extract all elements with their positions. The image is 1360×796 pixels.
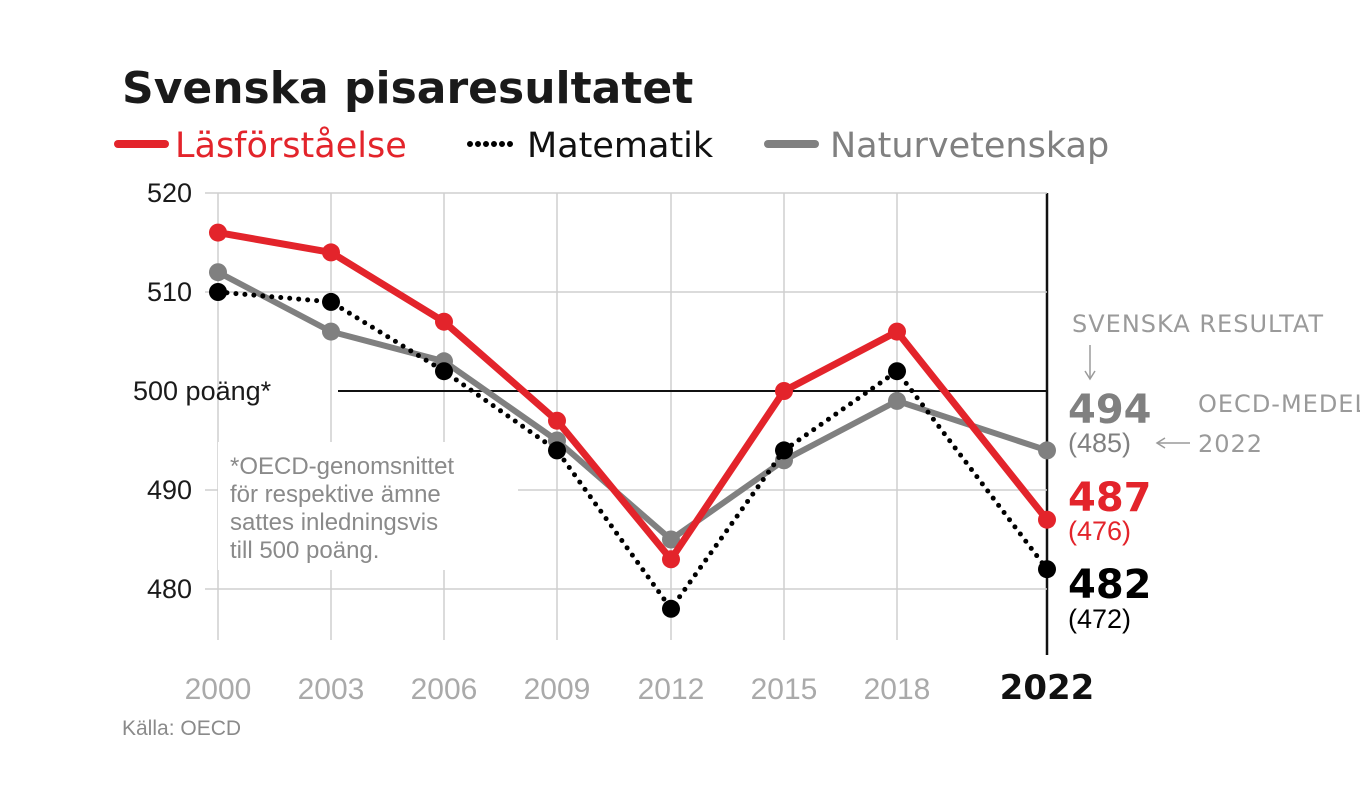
- note-line: *OECD-genomsnittet: [230, 453, 454, 480]
- x-tick-label: 2015: [751, 673, 818, 706]
- note-background: [218, 442, 518, 570]
- x-tick-label: 2003: [298, 673, 365, 706]
- data-point: [888, 391, 906, 410]
- data-point: [322, 322, 340, 341]
- reference-line: 500 poäng*: [133, 376, 1047, 406]
- data-point: [548, 441, 566, 460]
- legend-label: Läsförståelse: [175, 125, 407, 166]
- y-tick-label: 520: [147, 178, 192, 208]
- series-lines: [209, 223, 1056, 618]
- oecd-value: (485): [1068, 428, 1131, 458]
- y-tick-label: 480: [147, 574, 192, 604]
- data-point: [548, 411, 566, 430]
- series-line: [215, 289, 1050, 612]
- note-line: till 500 poäng.: [230, 537, 379, 564]
- annotation-arrow-head: [1155, 437, 1166, 449]
- data-point: [322, 243, 340, 262]
- data-point: [662, 530, 680, 549]
- x-tick-label: 2009: [524, 673, 591, 706]
- y-axis-ticks: 520 510 490 480: [147, 178, 192, 604]
- data-point: [1038, 441, 1056, 460]
- data-point: [209, 263, 227, 282]
- data-point: [888, 362, 906, 381]
- data-point: [322, 292, 340, 311]
- data-point: [775, 441, 793, 460]
- data-point: [209, 283, 227, 301]
- y-tick-label: 510: [147, 277, 192, 307]
- annotation-oecd-year: 2022: [1198, 430, 1263, 458]
- y-tick-label: 490: [147, 475, 192, 505]
- annotation-swedish-results: SVENSKA RESULTAT: [1072, 310, 1324, 338]
- x-tick-label: 2018: [864, 673, 931, 706]
- data-point: [209, 223, 227, 242]
- annotations: SVENSKA RESULTAT OECD-MEDEL 2022: [1072, 310, 1360, 458]
- data-point: [435, 362, 453, 381]
- data-point: [1038, 510, 1056, 529]
- chart-title: Svenska pisaresultatet: [122, 63, 693, 114]
- reference-label: 500 poäng*: [133, 376, 272, 406]
- oecd-value: (472): [1068, 604, 1131, 634]
- series-line: [214, 229, 1051, 563]
- data-point: [888, 322, 906, 341]
- annotation-arrow-head: [1084, 370, 1096, 381]
- x-tick-label: 2006: [411, 673, 478, 706]
- legend: Läsförståelse Matematik Naturvetenskap: [114, 125, 1109, 166]
- legend-label: Matematik: [527, 126, 714, 166]
- x-tick-label: 2000: [185, 673, 252, 706]
- final-value: 487: [1068, 475, 1152, 521]
- x-axis-ticks: 2000 2003 2006 2009 2012 2015 2018 2022: [185, 668, 1095, 708]
- legend-label: Naturvetenskap: [830, 126, 1109, 166]
- source-label: Källa: OECD: [122, 717, 241, 740]
- oecd-value: (476): [1068, 516, 1131, 546]
- data-point: [662, 599, 680, 618]
- note-line: för respektive ämne: [230, 481, 441, 508]
- data-point: [662, 550, 680, 569]
- data-point: [775, 382, 793, 400]
- data-point: [435, 312, 453, 331]
- final-value: 482: [1068, 562, 1152, 608]
- annotation-oecd-mean: OECD-MEDEL: [1198, 390, 1360, 418]
- final-value: 494: [1068, 387, 1152, 433]
- x-tick-label: 2012: [638, 673, 705, 706]
- x-tick-label: 2022: [1000, 668, 1095, 708]
- final-values: 494(485) 487(476) 482(472): [1068, 387, 1152, 634]
- gridlines: [205, 192, 1049, 655]
- note-line: sattes inledningsvis: [230, 509, 438, 536]
- data-point: [1038, 560, 1056, 579]
